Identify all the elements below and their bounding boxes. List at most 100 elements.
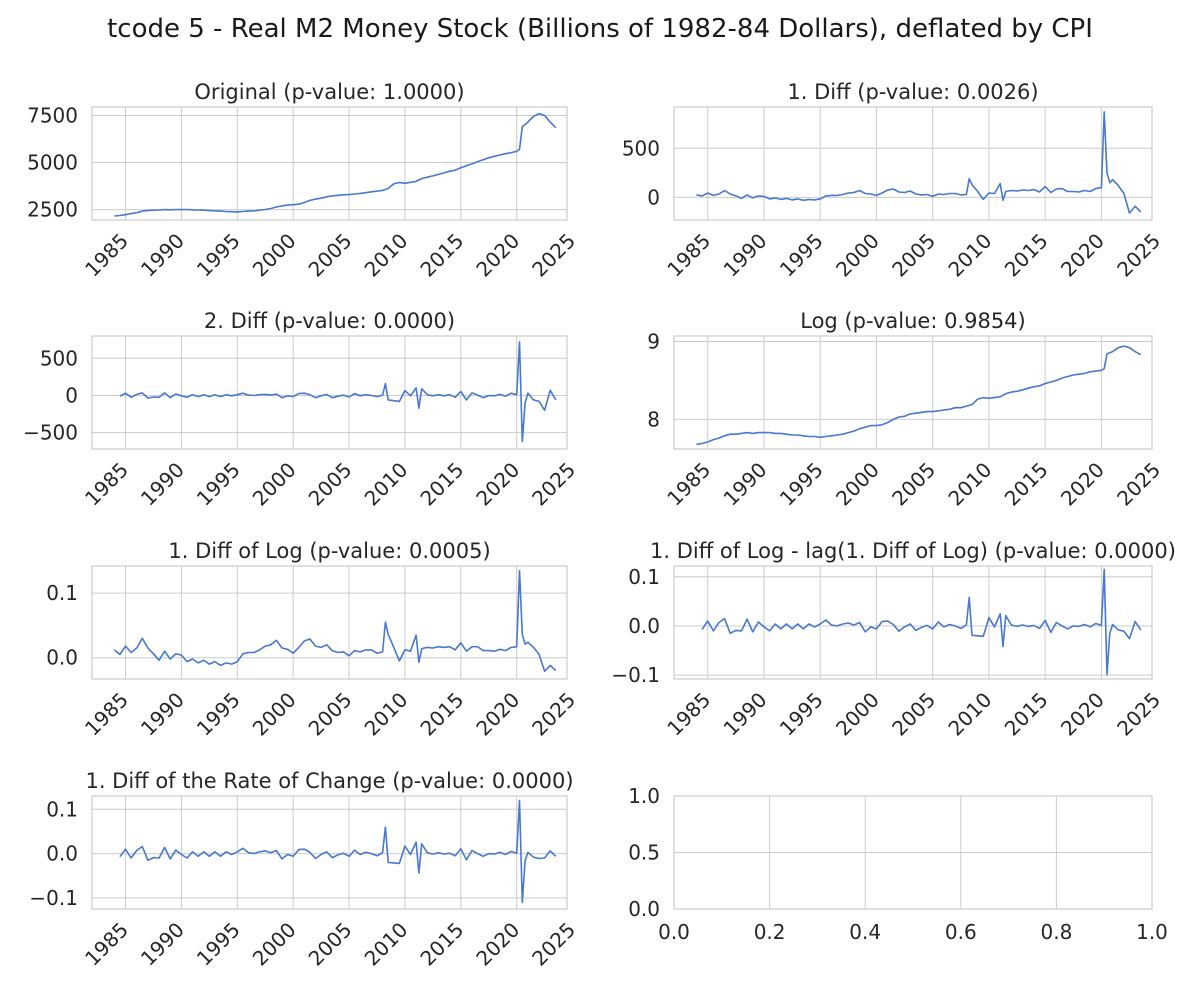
x-tick-label: 1995 bbox=[192, 229, 245, 282]
x-tick-label: 1985 bbox=[662, 229, 715, 282]
x-tick-label: 2005 bbox=[304, 918, 357, 971]
x-tick-label: 2010 bbox=[360, 688, 413, 741]
x-tick-label: 1990 bbox=[136, 458, 189, 511]
y-tick-label: 500 bbox=[622, 136, 660, 160]
x-tick-label: 2020 bbox=[1056, 458, 1109, 511]
x-tick-label: 2015 bbox=[1000, 229, 1053, 282]
x-tick-label: 0.2 bbox=[754, 920, 786, 944]
x-tick-label: 2020 bbox=[471, 229, 524, 282]
x-tick-label: 0.0 bbox=[658, 920, 690, 944]
x-tick-label: 1990 bbox=[136, 918, 189, 971]
series-line bbox=[701, 568, 1142, 676]
subplot-2: 1. Diff (p-value: 0.0026) 0 500 1985 1990 199… bbox=[622, 80, 1165, 282]
x-tick-label: 2025 bbox=[1112, 688, 1165, 741]
x-tick-label: 2005 bbox=[887, 688, 940, 741]
axes-frame bbox=[91, 335, 568, 450]
subplot-title: Log (p-value: 0.9854) bbox=[800, 309, 1026, 333]
plot-area bbox=[674, 336, 1152, 449]
subplot-title: 1. Diff of Log - lag(1. Diff of Log) (p-… bbox=[650, 539, 1176, 563]
x-tick-label: 2015 bbox=[415, 688, 468, 741]
x-tick-label: 2025 bbox=[1112, 229, 1165, 282]
y-tick-label: 0.1 bbox=[46, 581, 78, 605]
subplot-title: Original (p-value: 1.0000) bbox=[194, 80, 464, 104]
y-tick-label: 0.0 bbox=[628, 614, 660, 638]
x-tick-label: 2020 bbox=[471, 458, 524, 511]
x-tick-label: 2010 bbox=[943, 229, 996, 282]
x-tick-label: 2015 bbox=[1000, 458, 1053, 511]
x-tick-label: 1995 bbox=[775, 458, 828, 511]
x-tick-label: 1995 bbox=[192, 918, 245, 971]
plot-area bbox=[674, 566, 1152, 679]
x-tick-label: 1985 bbox=[80, 688, 133, 741]
x-tick-label: 2010 bbox=[360, 458, 413, 511]
x-tick-label: 0.4 bbox=[849, 920, 881, 944]
axes-frame bbox=[673, 565, 1153, 680]
x-tick-label: 2000 bbox=[831, 688, 884, 741]
plot-area bbox=[92, 566, 567, 679]
x-tick-label: 1995 bbox=[192, 688, 245, 741]
axes-frame bbox=[673, 795, 1153, 910]
y-tick-label: 0.0 bbox=[46, 646, 78, 670]
x-tick-label: 2020 bbox=[471, 688, 524, 741]
x-tick-label: 2015 bbox=[1000, 688, 1053, 741]
x-tick-label: 2025 bbox=[527, 688, 580, 741]
plot-area bbox=[92, 796, 567, 909]
y-tick-label: 9 bbox=[647, 329, 660, 353]
series-line bbox=[119, 799, 557, 904]
y-tick-label: 8 bbox=[647, 407, 660, 431]
x-tick-label: 1.0 bbox=[1136, 920, 1168, 944]
series-line bbox=[119, 341, 557, 443]
plot-area bbox=[92, 336, 567, 449]
x-tick-label: 2010 bbox=[360, 229, 413, 282]
series-line bbox=[696, 345, 1142, 446]
subplot-7: 1. Diff of the Rate of Change (p-value: … bbox=[29, 769, 580, 971]
x-tick-label: 1995 bbox=[775, 688, 828, 741]
x-tick-label: 2005 bbox=[887, 458, 940, 511]
series-line bbox=[696, 111, 1142, 214]
subplot-6: 1. Diff of Log - lag(1. Diff of Log) (p-… bbox=[611, 539, 1176, 741]
y-tick-label: −0.1 bbox=[611, 663, 660, 687]
y-tick-label: 0 bbox=[65, 383, 78, 407]
x-tick-label: 1990 bbox=[719, 229, 772, 282]
x-tick-label: 1985 bbox=[662, 688, 715, 741]
x-tick-label: 1985 bbox=[80, 918, 133, 971]
plot-area bbox=[674, 107, 1152, 220]
series-line bbox=[114, 112, 557, 217]
y-tick-label: 0.5 bbox=[628, 841, 660, 865]
y-tick-label: 0.0 bbox=[46, 842, 78, 866]
y-tick-label: −500 bbox=[23, 421, 78, 445]
y-tick-label: 0.1 bbox=[46, 797, 78, 821]
x-tick-label: 2025 bbox=[527, 458, 580, 511]
x-tick-label: 2000 bbox=[248, 688, 301, 741]
x-tick-label: 2005 bbox=[304, 458, 357, 511]
axes-frame bbox=[673, 335, 1153, 450]
x-tick-label: 1985 bbox=[662, 458, 715, 511]
y-tick-label: 0 bbox=[647, 185, 660, 209]
x-tick-label: 2025 bbox=[527, 229, 580, 282]
x-tick-label: 1990 bbox=[719, 688, 772, 741]
subplot-title: 1. Diff of Log (p-value: 0.0005) bbox=[168, 539, 490, 563]
y-tick-label: 2500 bbox=[27, 198, 78, 222]
plot-area bbox=[92, 107, 567, 220]
x-tick-label: 2015 bbox=[415, 458, 468, 511]
x-tick-label: 2015 bbox=[415, 918, 468, 971]
x-tick-label: 1995 bbox=[192, 458, 245, 511]
y-tick-label: 0.1 bbox=[628, 565, 660, 589]
y-tick-label: 5000 bbox=[27, 151, 78, 175]
x-tick-label: 1985 bbox=[80, 458, 133, 511]
subplot-8: 0.0 0.5 1.0 0.0 0.2 0.4 0.6 0.8 1.0 bbox=[628, 784, 1168, 944]
subplot-title: 1. Diff of the Rate of Change (p-value: … bbox=[85, 769, 573, 793]
x-tick-label: 2000 bbox=[248, 229, 301, 282]
subplot-title: 2. Diff (p-value: 0.0000) bbox=[204, 309, 455, 333]
x-tick-label: 2005 bbox=[304, 229, 357, 282]
axes-frame bbox=[673, 106, 1153, 221]
x-tick-label: 1985 bbox=[80, 229, 133, 282]
axes-frame bbox=[91, 795, 568, 910]
x-tick-label: 2010 bbox=[943, 688, 996, 741]
subplot-title: 1. Diff (p-value: 0.0026) bbox=[787, 80, 1038, 104]
x-tick-label: 2010 bbox=[943, 458, 996, 511]
